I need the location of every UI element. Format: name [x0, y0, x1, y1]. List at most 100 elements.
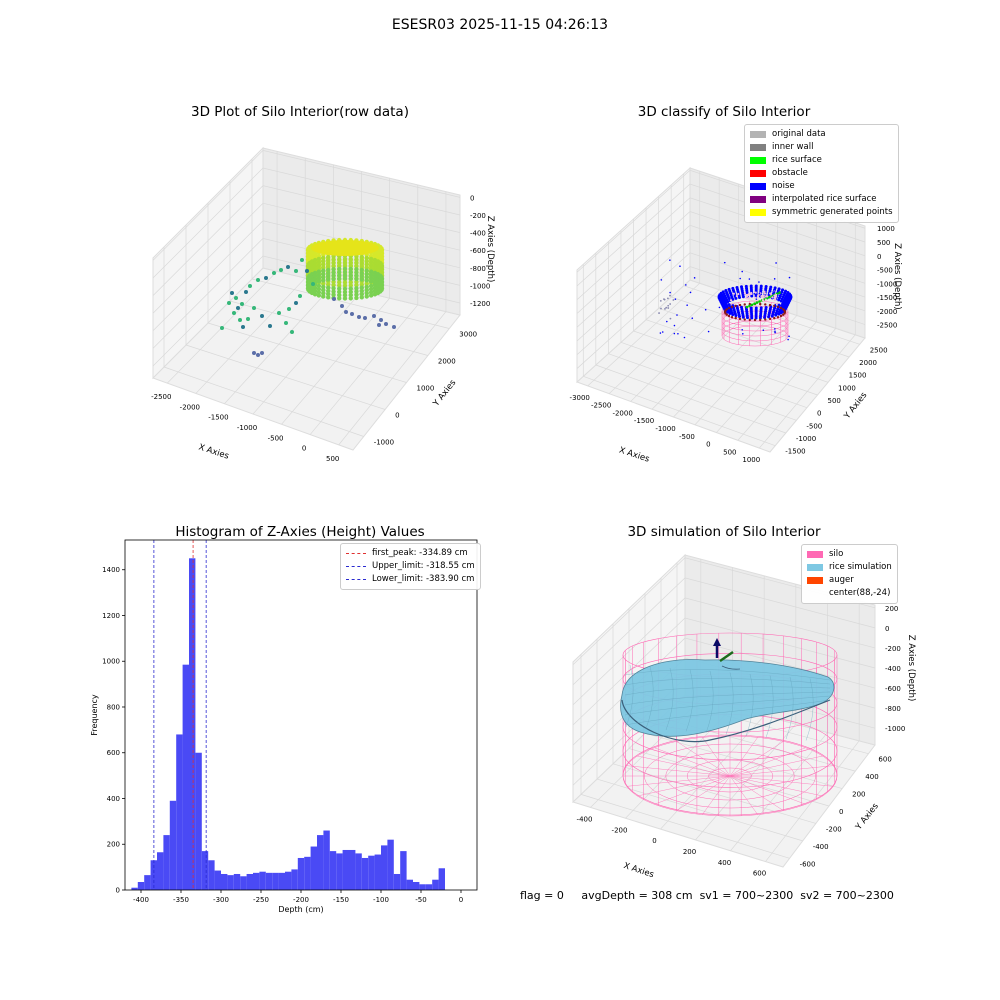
data-point: [337, 266, 342, 272]
data-point: [746, 316, 750, 320]
rice-mesh-line: [624, 669, 831, 681]
y-tick-label: -600: [800, 860, 816, 868]
data-point: [741, 295, 745, 299]
data-point: [734, 304, 737, 308]
data-point: [290, 330, 294, 334]
data-point: [364, 274, 369, 280]
data-point: [674, 298, 677, 300]
scatter3d-classify: 10005000-500-1000-1500-2000-2500-3000-25…: [570, 166, 902, 465]
data-point: [326, 291, 331, 297]
data-point: [331, 267, 336, 272]
data-point: [316, 253, 322, 258]
rice-mesh-line: [624, 686, 831, 696]
data-point: [784, 303, 788, 307]
data-point: [745, 297, 748, 300]
grid-z: [152, 167, 461, 279]
data-point: [312, 270, 318, 276]
data-point: [747, 296, 751, 300]
y-tick-label: 2500: [870, 346, 888, 354]
data-point: [348, 276, 353, 281]
data-point: [763, 292, 767, 295]
data-point: [673, 324, 676, 327]
silo-floor-spoke: [654, 747, 731, 777]
hist-bar: [425, 884, 433, 890]
data-point: [220, 326, 224, 330]
hist-bar: [195, 752, 202, 890]
hist-bar: [406, 879, 413, 890]
x-tick-label: -400: [577, 815, 593, 823]
data-point: [316, 266, 322, 271]
data-point: [673, 332, 676, 335]
data-point: [364, 278, 369, 283]
x-tick-label: -500: [268, 434, 284, 442]
data-point: [683, 336, 686, 339]
silo-floor-spoke: [637, 755, 731, 777]
data-point: [693, 277, 696, 279]
data-point: [331, 289, 336, 294]
x-tick-label: -2500: [151, 393, 171, 401]
plot-title-raw: 3D Plot of Silo Interior(row data): [191, 104, 409, 120]
x-tick-label: -1500: [208, 414, 228, 422]
hist-bar: [355, 853, 362, 890]
data-point: [359, 261, 364, 266]
legend-swatch: [750, 209, 766, 216]
hist-bar: [438, 868, 445, 890]
x-tick-label: -1000: [237, 424, 257, 432]
hist-bar: [227, 875, 234, 890]
data-point: [305, 269, 309, 273]
x-tick-label: -250: [253, 896, 269, 904]
data-point: [770, 293, 773, 296]
data-point: [359, 288, 364, 294]
data-point: [672, 299, 675, 301]
data-point: [745, 305, 749, 309]
data-point: [359, 264, 364, 269]
hist-bar: [163, 835, 170, 890]
data-point: [312, 254, 318, 260]
data-point: [348, 286, 353, 291]
data-point: [738, 315, 741, 319]
hist-bar: [137, 881, 145, 890]
data-point: [354, 282, 359, 288]
data-point: [316, 275, 322, 281]
x-tick-label: 0: [459, 896, 463, 904]
data-point: [745, 293, 748, 297]
grid-z: [576, 266, 866, 369]
auger-trace: [721, 665, 741, 670]
data-point: [337, 296, 342, 301]
data-point: [770, 314, 774, 318]
data-point: [326, 295, 331, 300]
data-point: [321, 294, 326, 299]
y-axis-label: Y Axies: [853, 801, 881, 833]
data-point: [357, 315, 361, 319]
data-point: [368, 266, 374, 271]
data-point: [326, 267, 331, 273]
data-point: [354, 286, 359, 291]
hist-bar: [400, 851, 407, 890]
data-point: [753, 293, 756, 295]
legend-swatch: [750, 170, 766, 177]
data-point: [326, 264, 331, 269]
data-point: [368, 272, 374, 278]
data-point: [763, 290, 766, 293]
data-point: [364, 268, 369, 273]
data-point: [771, 296, 774, 299]
hist-bar: [381, 845, 388, 890]
x-tick-label: -200: [612, 826, 628, 834]
data-point: [348, 263, 353, 268]
x-tick-label: -350: [173, 896, 189, 904]
data-point: [783, 309, 786, 312]
data-point: [359, 285, 364, 290]
data-point: [364, 281, 369, 286]
data-point: [737, 292, 740, 296]
data-point: [354, 279, 359, 285]
x-tick-label: -50: [415, 896, 426, 904]
x-axis-label: X Axies: [622, 861, 655, 880]
histogram-plot: -400 -350 -300 -250 -200 -150 -100 -50 0 0 200 400 6…: [90, 539, 478, 914]
legend-swatch: [750, 196, 766, 203]
data-point: [659, 299, 662, 302]
data-point: [734, 316, 737, 320]
legend-label: rice simulation: [829, 562, 892, 572]
rice-mesh-line: [725, 672, 734, 735]
status-flag: flag = 0: [520, 889, 564, 902]
grid-y: [658, 308, 839, 370]
